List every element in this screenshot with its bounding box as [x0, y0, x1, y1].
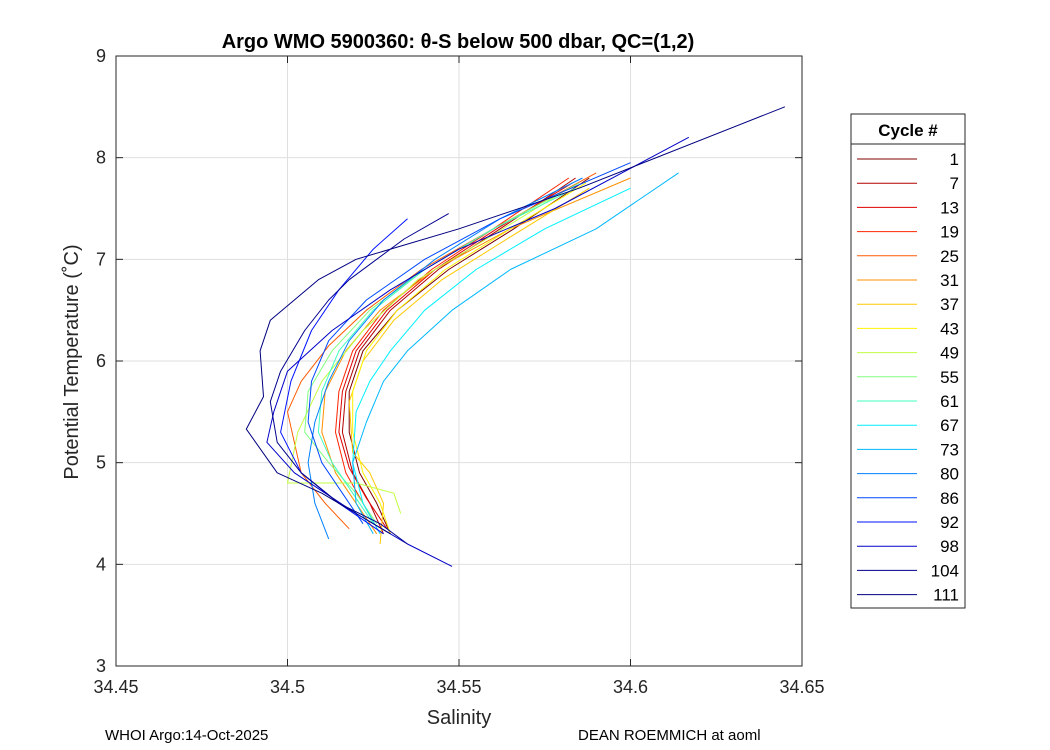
series-line-cycle-43: [352, 182, 587, 534]
y-tick-label: 8: [96, 148, 106, 168]
y-tick-label: 4: [96, 554, 106, 574]
legend-label-73: 73: [940, 440, 959, 459]
legend-label-67: 67: [940, 416, 959, 435]
series-line-cycle-111: [245, 106, 786, 535]
legend-label-92: 92: [940, 513, 959, 532]
legend-label-19: 19: [940, 223, 959, 242]
legend-label-98: 98: [940, 537, 959, 556]
series-line-cycle-31: [321, 177, 631, 535]
legend-label-55: 55: [940, 368, 959, 387]
x-tick-label: 34.45: [93, 677, 138, 697]
y-tick-label: 7: [96, 249, 106, 269]
grid-lines: [116, 56, 802, 666]
legend-label-111: 111: [933, 586, 959, 605]
series-line-cycle-104: [269, 213, 449, 545]
legend-label-1: 1: [950, 150, 959, 169]
legend-label-31: 31: [940, 271, 959, 290]
axis-ticks: 34.45 34.5 34.55 34.6 34.65 3 4 5 6 7 8 9: [93, 46, 824, 697]
footer-left-credit: WHOI Argo:14-Oct-2025: [105, 727, 268, 744]
legend-entries: 1 7 13 19 25 31 37 43 49 55 61 67 73 80 86 92 98 104 111: [857, 150, 959, 605]
series-line-cycle-13: [338, 182, 573, 530]
chart-title: Argo WMO 5900360: θ-S below 500 dbar, QC…: [222, 31, 695, 53]
y-tick-label: 6: [96, 351, 106, 371]
y-tick-label: 5: [96, 453, 106, 473]
legend-label-61: 61: [940, 392, 959, 411]
series-line-cycle-98: [266, 136, 690, 567]
x-tick-label: 34.5: [270, 677, 305, 697]
series-line-cycle-73: [352, 172, 679, 535]
x-tick-label: 34.6: [613, 677, 648, 697]
legend-label-86: 86: [940, 489, 959, 508]
legend: Cycle # 1 7 13 19 25 31 37 43 49 55 61 67 73 80 86 92 98…: [850, 113, 966, 609]
footer-right-credit: DEAN ROEMMICH at aoml: [578, 727, 761, 744]
series-line-cycle-61: [317, 187, 576, 524]
series-line-cycle-25: [287, 172, 597, 530]
legend-label-25: 25: [940, 247, 959, 266]
series-line-cycle-19: [335, 177, 570, 535]
x-tick-label: 34.65: [779, 677, 824, 697]
series-line-cycle-67: [352, 187, 631, 535]
series-line-cycle-49: [287, 187, 570, 514]
series-lines: [245, 106, 786, 567]
series-line-cycle-80: [307, 177, 583, 540]
x-axis-label: Salinity: [427, 707, 491, 729]
y-axis-label: Potential Temperature (˚C): [61, 244, 83, 479]
legend-label-43: 43: [940, 319, 959, 338]
legend-label-7: 7: [950, 174, 959, 193]
legend-label-49: 49: [940, 344, 959, 363]
legend-label-37: 37: [940, 295, 959, 314]
legend-box: [850, 113, 966, 609]
legend-label-80: 80: [940, 465, 959, 484]
y-tick-label: 9: [96, 46, 106, 66]
y-tick-label: 3: [96, 656, 106, 676]
legend-title: Cycle #: [878, 121, 938, 140]
series-line-cycle-86: [307, 162, 631, 524]
legend-label-13: 13: [940, 198, 959, 217]
x-tick-label: 34.55: [436, 677, 481, 697]
series-line-cycle-1: [348, 177, 590, 535]
legend-label-104: 104: [931, 561, 959, 580]
